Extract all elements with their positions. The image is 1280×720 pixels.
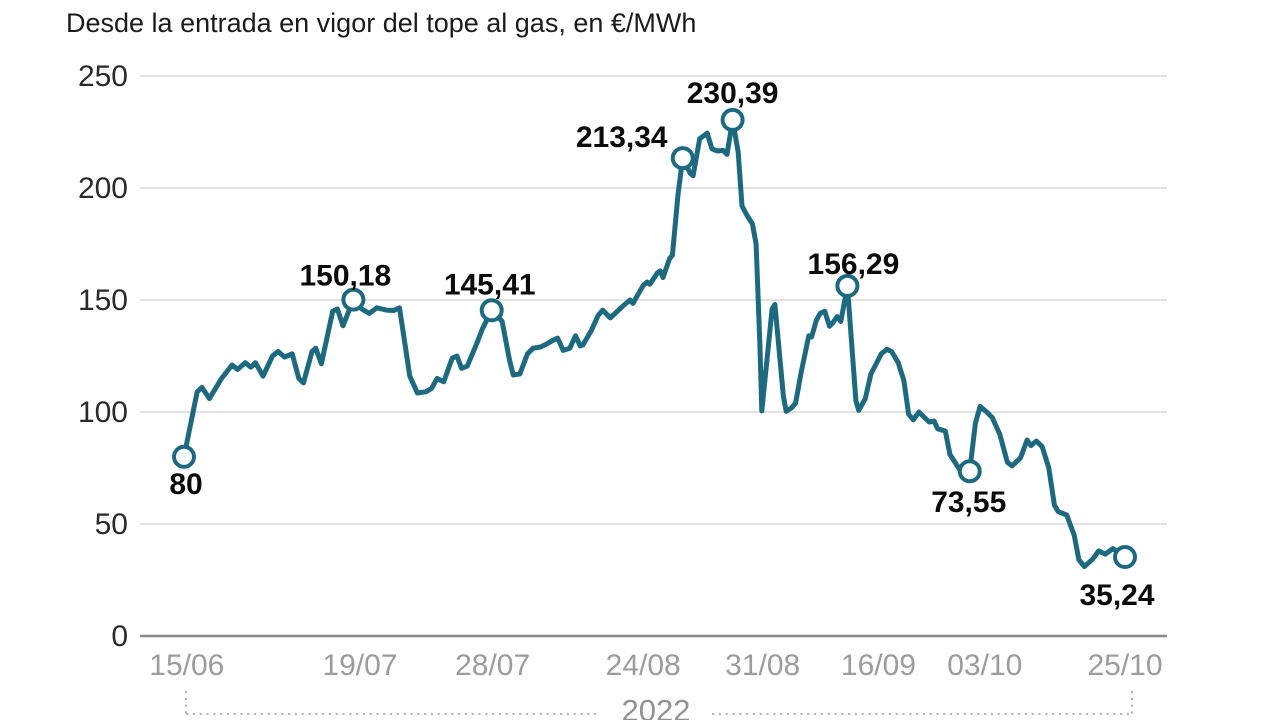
y-tick-label: 100 (78, 396, 128, 429)
data-point-label: 80 (169, 468, 202, 501)
period-label: 2022 (622, 693, 691, 720)
data-point-marker (341, 287, 366, 312)
y-tick-label: 0 (111, 620, 128, 653)
x-tick-label: 31/08 (725, 649, 800, 682)
y-tick-label: 50 (95, 508, 128, 541)
data-point-label: 35,24 (1079, 579, 1154, 612)
data-point-marker (720, 107, 745, 132)
y-tick-label: 200 (78, 172, 128, 205)
x-tick-label: 25/10 (1087, 649, 1162, 682)
price-line (181, 117, 1128, 570)
x-tick-label: 16/09 (841, 649, 916, 682)
data-point-label: 150,18 (299, 260, 391, 293)
data-point-label: 156,29 (808, 248, 900, 281)
data-point-marker (1113, 545, 1137, 570)
data-point-label: 73,55 (931, 486, 1006, 519)
x-tick-label: 28/07 (455, 649, 530, 682)
annotations: 80 150,18 145,41 213,34 230,39 156,29 73,55 35,… (169, 77, 1155, 612)
x-tick-label: 19/07 (322, 649, 397, 682)
data-point-label: 230,39 (687, 77, 779, 110)
data-point-marker (172, 444, 196, 469)
y-tick-label: 250 (78, 60, 128, 93)
data-point-marker (835, 273, 860, 298)
x-tick-label: 15/06 (149, 649, 224, 682)
y-axis-labels: 0 50 100 150 200 250 (78, 60, 128, 653)
data-point-label: 145,41 (444, 268, 536, 301)
data-point-marker (957, 459, 982, 484)
x-tick-label: 03/10 (947, 649, 1022, 682)
price-series (181, 117, 1128, 570)
data-point-label: 213,34 (576, 121, 668, 154)
x-axis-labels: 15/06 19/07 28/07 24/08 31/08 16/09 03/10 25/10 (149, 649, 1162, 682)
data-point-marker (670, 146, 695, 171)
data-point-marker (479, 298, 504, 323)
y-tick-label: 150 (78, 284, 128, 317)
period-bracket: 2022 (185, 691, 1133, 720)
chart-title: Desde la entrada en vigor del tope al ga… (66, 8, 697, 38)
gridlines (140, 75, 1167, 638)
x-tick-label: 24/08 (606, 649, 681, 682)
